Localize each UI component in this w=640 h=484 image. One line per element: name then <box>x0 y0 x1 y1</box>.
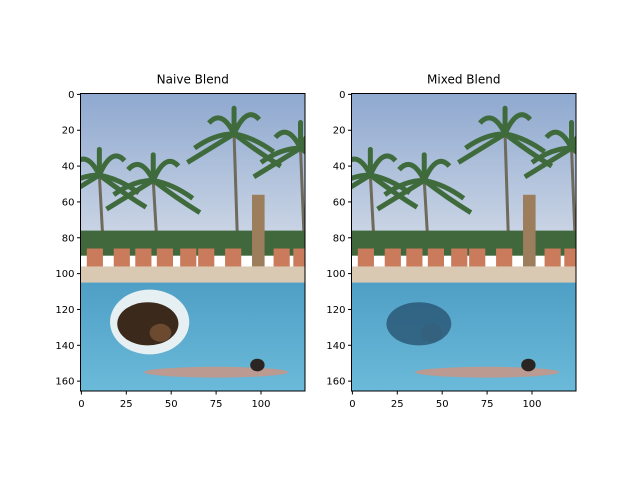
deck <box>351 266 576 285</box>
palm-frond <box>457 131 507 165</box>
x-tick-label: 100 <box>522 399 541 410</box>
x-tick-label: 75 <box>481 399 494 410</box>
y-tick-label: 120 <box>55 305 74 316</box>
swimmer-head <box>521 358 536 372</box>
axes-title: Naive Blend <box>157 73 229 87</box>
swimmer <box>144 366 289 378</box>
chair <box>293 248 305 276</box>
x-tick-label: 50 <box>436 399 449 410</box>
y-tick-label: 160 <box>55 377 74 388</box>
bear <box>386 302 452 346</box>
deck <box>80 266 305 285</box>
y-tick-label: 0 <box>68 90 74 101</box>
palm-frond <box>368 173 419 210</box>
axes-title: Mixed Blend <box>427 73 500 87</box>
pool <box>80 282 305 391</box>
palm-frond <box>97 173 148 210</box>
y-tick-label: 20 <box>333 126 346 137</box>
palm-trunk <box>299 148 305 238</box>
palm-frond <box>523 146 573 179</box>
palm-frond <box>571 145 576 152</box>
palm-frond <box>422 178 473 215</box>
palm-frond <box>298 146 305 155</box>
y-tick-label: 140 <box>55 341 74 352</box>
image <box>80 93 305 391</box>
y-tick-label: 100 <box>55 269 74 280</box>
y-tick-label: 80 <box>333 233 346 244</box>
palm-trunk <box>503 133 511 247</box>
y-tick-label: 120 <box>326 305 345 316</box>
y-tick-label: 100 <box>326 269 345 280</box>
y-tick-label: 160 <box>326 377 345 388</box>
y-tick-label: 60 <box>333 197 346 208</box>
palm-frond <box>151 178 202 215</box>
pillar <box>252 194 265 267</box>
x-tick-label: 75 <box>210 399 223 410</box>
y-tick-label: 40 <box>333 162 346 173</box>
pillar <box>523 194 536 267</box>
y-tick-label: 20 <box>62 126 75 137</box>
y-tick-label: 40 <box>62 162 75 173</box>
pool <box>351 282 576 391</box>
palm-frond <box>186 131 236 165</box>
y-tick-label: 60 <box>62 197 75 208</box>
axes-frame <box>80 93 306 392</box>
palm-trunk <box>570 148 576 238</box>
palm-frond <box>569 146 576 155</box>
swimmer <box>415 366 560 378</box>
axes-frame <box>351 93 577 392</box>
palm-trunk <box>97 174 105 242</box>
palm-frond <box>252 146 302 179</box>
palm-trunk <box>232 133 240 247</box>
y-tick-label: 80 <box>62 233 75 244</box>
bear <box>117 302 179 346</box>
chair <box>564 248 576 276</box>
palm-trunk <box>368 174 376 242</box>
x-tick-label: 0 <box>349 399 355 410</box>
bear-snout <box>420 323 443 342</box>
x-tick-label: 0 <box>78 399 84 410</box>
y-tick-label: 0 <box>339 90 345 101</box>
palm-frond <box>80 172 101 190</box>
x-tick-label: 25 <box>391 399 404 410</box>
x-tick-label: 100 <box>251 399 270 410</box>
x-tick-label: 50 <box>165 399 178 410</box>
x-tick-label: 25 <box>120 399 133 410</box>
image <box>351 93 576 391</box>
bear-snout <box>149 323 172 342</box>
palm-frond <box>351 172 372 190</box>
swimmer-head <box>250 358 265 372</box>
y-tick-label: 140 <box>326 341 345 352</box>
